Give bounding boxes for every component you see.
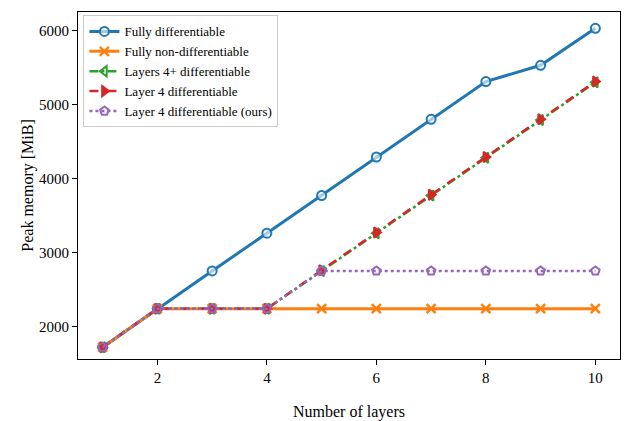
svg-text:6: 6 [373,370,381,386]
svg-text:8: 8 [482,370,490,386]
svg-text:4: 4 [263,370,271,386]
svg-text:4000: 4000 [39,171,69,187]
svg-text:Layer 4 differentiable (ours): Layer 4 differentiable (ours) [124,104,271,119]
svg-text:Layer 4 differentiable: Layer 4 differentiable [124,84,237,99]
svg-text:3000: 3000 [39,245,69,261]
svg-text:Fully differentiable: Fully differentiable [124,24,225,39]
svg-text:Layers 4+ differentiable: Layers 4+ differentiable [124,64,250,79]
svg-text:Fully non-differentiable: Fully non-differentiable [124,44,249,59]
svg-text:Number of layers: Number of layers [293,403,405,421]
svg-text:2000: 2000 [39,319,69,335]
svg-text:5000: 5000 [39,97,69,113]
svg-text:10: 10 [588,370,603,386]
svg-text:Peak memory [MiB]: Peak memory [MiB] [19,119,37,251]
svg-text:2: 2 [154,370,162,386]
svg-text:6000: 6000 [39,23,69,39]
